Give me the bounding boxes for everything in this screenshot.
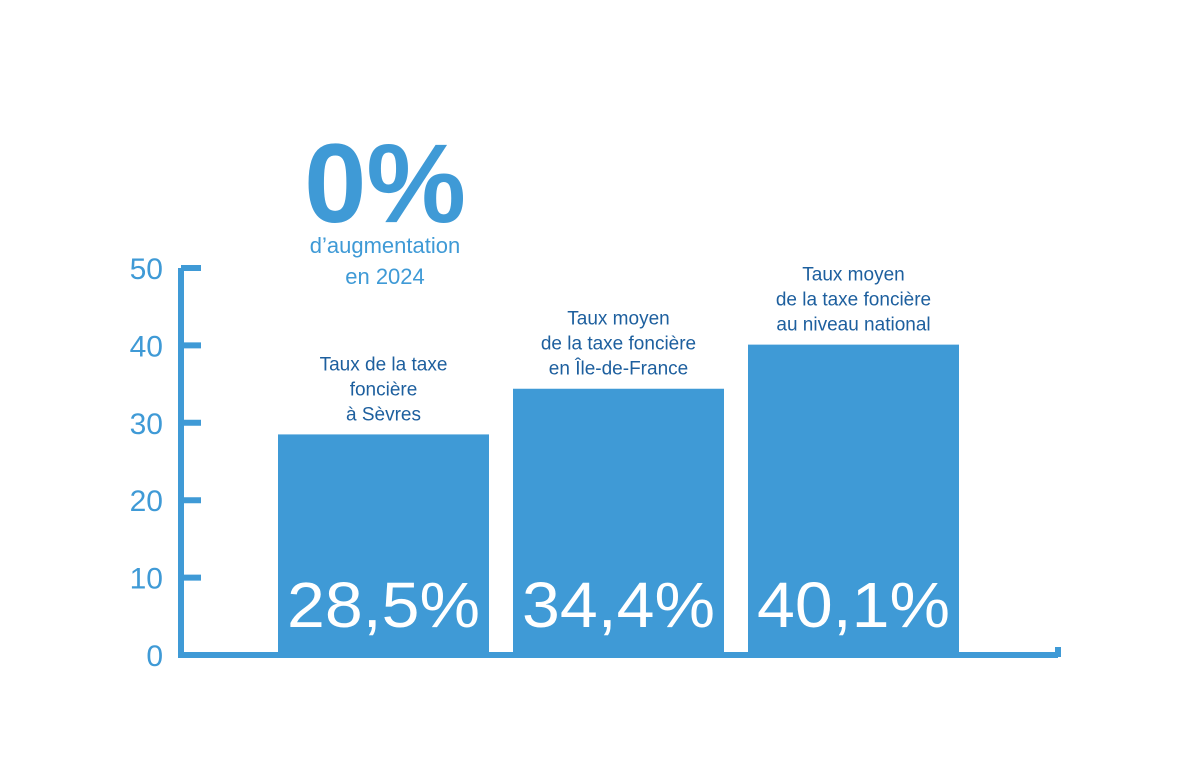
highlight-line-1: d’augmentation <box>310 233 460 258</box>
y-tick-label: 50 <box>130 253 163 286</box>
y-tick-label: 0 <box>146 640 163 673</box>
category-label-line: Taux moyen <box>802 265 904 286</box>
bars-group: 28,5% Taux de la taxe foncière à Sèvres 34,4… <box>278 265 959 655</box>
bar-value-label: 28,5% <box>287 569 480 641</box>
category-label-line: au niveau national <box>776 315 930 336</box>
category-label-line: de la taxe foncière <box>776 290 931 311</box>
y-tick-label: 40 <box>130 330 163 363</box>
bar-value-label: 40,1% <box>757 569 950 641</box>
bar <box>278 434 489 655</box>
highlight-callout: 0% d’augmentation en 2024 <box>304 121 466 289</box>
bar <box>748 344 959 655</box>
y-tick-label: 20 <box>130 485 163 518</box>
category-label-line: Taux moyen <box>567 309 669 330</box>
y-tick-label: 10 <box>130 563 163 596</box>
category-label-line: de la taxe foncière <box>541 334 696 355</box>
highlight-value: 0% <box>304 121 466 246</box>
bar <box>513 388 724 655</box>
category-label-line: en Île-de-France <box>549 358 688 380</box>
highlight-line-2: en 2024 <box>345 264 425 289</box>
y-tick-label: 30 <box>130 408 163 441</box>
category-label-line: foncière <box>350 379 418 400</box>
category-label-line: Taux de la taxe <box>320 354 448 375</box>
category-label-line: à Sèvres <box>346 404 421 425</box>
bar-value-label: 34,4% <box>522 569 715 641</box>
